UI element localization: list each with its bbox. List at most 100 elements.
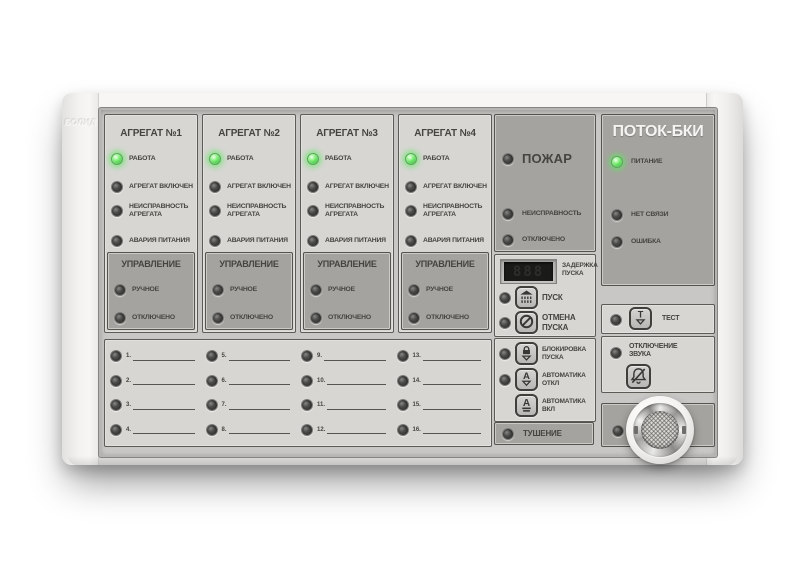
agregat-title: АГРЕГАТ №4: [414, 128, 476, 139]
control-title: УПРАВЛЕНИЕ: [121, 259, 181, 269]
zone-item: 10.: [301, 372, 391, 389]
zone-column: 5. 6. 7. 8.: [203, 344, 299, 442]
power-failure-led: [111, 235, 123, 247]
sound-off-led: [610, 347, 622, 359]
power-failure-led: [307, 235, 319, 247]
zone-column: 1. 2. 3. 4.: [107, 344, 203, 442]
work-label: РАБОТА: [423, 154, 450, 162]
disabled-indicator-row: ОТКЛЮЧЕНО: [114, 312, 191, 324]
auto-on-button[interactable]: А: [515, 394, 538, 417]
sprinkler-icon: [518, 288, 535, 308]
delay-display: 888: [500, 259, 557, 284]
no-link-indicator-row: НЕТ СВЯЗИ: [611, 209, 710, 221]
power-failure-label: АВАРИЯ ПИТАНИЯ: [227, 236, 288, 244]
display-ghost-digits: 888: [512, 263, 545, 280]
manual-label: РУЧНОЕ: [132, 285, 159, 293]
unit-fault-led: [307, 205, 319, 218]
work-led: [111, 153, 123, 165]
start-lockout-label: БЛОКИРОВКА ПУСКА: [542, 345, 587, 361]
unit-fault-indicator-row: НЕИСПРАВНОСТЬ АГРЕГАТА: [111, 203, 194, 219]
no-link-led: [611, 209, 623, 221]
zone-led: [396, 423, 409, 436]
zone-led: [110, 374, 122, 387]
sound-off-button[interactable]: [626, 364, 651, 389]
unit-on-led: [209, 181, 221, 193]
work-label: РАБОТА: [325, 154, 352, 162]
work-indicator-row: РАБОТА: [405, 153, 488, 165]
zone-number: 5.: [221, 353, 227, 360]
work-indicator-row: РАБОТА: [111, 153, 194, 165]
auto-off-row: А АВТОМАТИКА ОТКЛ: [499, 367, 593, 392]
unit-on-label: АГРЕГАТ ВКЛЮЧЕН: [227, 182, 291, 190]
control-title: УПРАВЛЕНИЕ: [317, 259, 377, 269]
zone-number: 1.: [126, 353, 132, 360]
manual-led: [212, 284, 224, 296]
unit-fault-label: НЕИСПРАВНОСТЬ АГРЕГАТА: [227, 203, 287, 219]
bell-off-icon: [629, 366, 648, 388]
zone-number: 11.: [317, 402, 326, 409]
no-link-label: НЕТ СВЯЗИ: [631, 210, 669, 218]
auto-off-button[interactable]: А: [515, 368, 538, 391]
zone-number: 14.: [412, 377, 421, 384]
zone-write-in-line: [133, 425, 195, 435]
agregat-column: АГРЕГАТ №3 РАБОТА АГРЕГАТ ВКЛЮЧЕН НЕИСПР…: [300, 114, 394, 333]
disabled-indicator-row: ОТКЛЮЧЕНО: [408, 312, 485, 324]
unit-on-indicator-row: АГРЕГАТ ВКЛЮЧЕН: [307, 181, 390, 193]
zone-led: [396, 374, 409, 387]
start-lockout-button[interactable]: [515, 342, 538, 365]
test-button[interactable]: Т: [629, 307, 652, 330]
auto-on-icon: А: [518, 396, 535, 416]
potok-bki-device: БОЛИД АГРЕГАТ №1 РАБОТА АГРЕГАТ ВКЛЮЧЕН …: [62, 93, 743, 465]
zone-write-in-line: [422, 352, 481, 361]
zone-write-in-line: [133, 376, 195, 386]
work-label: РАБОТА: [129, 154, 156, 162]
power-label: ПИТАНИЕ: [631, 157, 663, 165]
cancel-start-row: ОТМЕНА ПУСКА: [499, 310, 593, 335]
auto-on-row: А АВТОМАТИКА ВКЛ: [499, 393, 593, 418]
control-box: УПРАВЛЕНИЕ РУЧНОЕ ОТКЛЮЧЕНО: [401, 252, 489, 330]
zone-item: 9.: [301, 348, 391, 365]
zone-item: 11.: [301, 397, 391, 414]
zone-item: 12.: [301, 421, 391, 438]
unit-fault-led: [111, 205, 123, 218]
test-icon: Т: [632, 309, 649, 329]
zone-column: 9. 10. 11. 12.: [298, 344, 394, 442]
work-led: [307, 153, 319, 165]
enclosure-left-side: [62, 93, 99, 465]
unit-on-label: АГРЕГАТ ВКЛЮЧЕН: [325, 182, 389, 190]
lock-icon: [518, 344, 535, 364]
control-box: УПРАВЛЕНИЕ РУЧНОЕ ОТКЛЮЧЕНО: [303, 252, 391, 330]
fire-label: ПОЖАР: [522, 151, 573, 166]
work-indicator-row: РАБОТА: [209, 153, 292, 165]
launch-section: 888 ЗАДЕРЖКА ПУСКА ПУСК: [494, 254, 598, 337]
manual-led: [114, 284, 126, 296]
work-indicator-row: РАБОТА: [307, 153, 390, 165]
zone-led: [396, 399, 409, 412]
sounder-right-notch: [682, 426, 686, 434]
zone-led: [205, 423, 218, 436]
prohibition-icon: [518, 313, 535, 333]
zone-item: 4.: [110, 421, 200, 438]
zone-number: 10.: [317, 377, 326, 384]
start-button[interactable]: [515, 286, 538, 309]
unit-fault-led: [209, 205, 221, 218]
cancel-start-button[interactable]: [515, 311, 538, 334]
error-label: ОШИБКА: [631, 237, 661, 245]
automation-section: БЛОКИРОВКА ПУСКА А АВТОМАТИКА ОТКЛ: [494, 338, 596, 422]
disabled-indicator-row: ОТКЛЮЧЕНО: [502, 234, 591, 246]
start-label: ПУСК: [542, 292, 563, 302]
unit-fault-label: НЕИСПРАВНОСТЬ АГРЕГАТА: [129, 203, 189, 219]
svg-text:А: А: [523, 397, 531, 408]
auto-off-label: АВТОМАТИКА ОТКЛ: [542, 371, 586, 387]
control-disabled-led: [114, 312, 126, 324]
power-led: [611, 156, 623, 168]
zone-led: [301, 399, 313, 412]
zone-write-in-line: [133, 401, 195, 410]
zone-item: 16.: [396, 421, 487, 438]
zone-led: [205, 399, 218, 412]
unit-fault-indicator-row: НЕИСПРАВНОСТЬ АГРЕГАТА: [209, 203, 292, 219]
unit-on-led: [405, 181, 417, 193]
zone-led: [110, 399, 122, 412]
zone-item: 6.: [205, 372, 296, 389]
